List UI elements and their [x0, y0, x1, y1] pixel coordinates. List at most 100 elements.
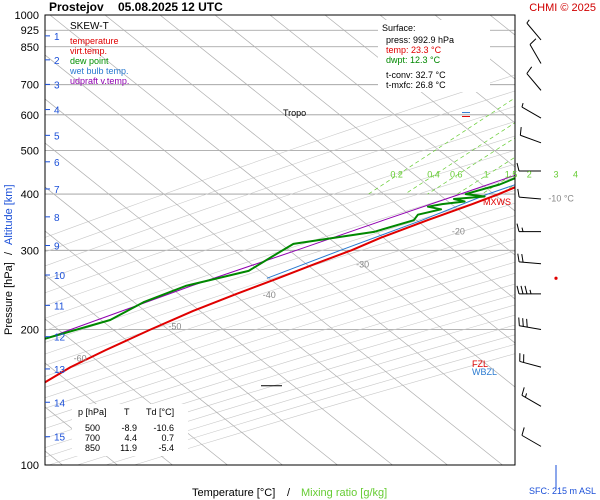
wind-barb-feather [524, 285, 528, 295]
surface-title: Surface: [382, 23, 416, 33]
surface-tmxfc: t-mxfc: 26.8 °C [386, 80, 446, 90]
wind-barb-half-feather [521, 227, 524, 232]
isotherm-label: -60 [74, 353, 87, 363]
isotherm-line [269, 15, 515, 212]
wind-barb-feather [529, 38, 537, 45]
isotherm-line [45, 362, 173, 465]
dry-adiabat [45, 190, 515, 343]
wind-barb-staff [519, 196, 542, 200]
wind-barb [517, 253, 542, 265]
level-table-header-td: Td [°C] [146, 407, 174, 417]
pressure-tick-label: 700 [21, 80, 39, 92]
wind-barb [516, 223, 541, 233]
dry-adiabat [45, 202, 515, 355]
dry-adiabat [45, 283, 515, 429]
level-table-cell: 500 [85, 423, 100, 433]
y-axis-title-separator: / [3, 251, 15, 255]
altitude-tick-label: 9 [54, 242, 60, 253]
isotherm-line [49, 15, 515, 388]
isotherm-line [214, 15, 515, 256]
pressure-tick-label: 600 [21, 110, 39, 122]
temperature-line [45, 186, 515, 394]
pressure-tick-label: 200 [21, 325, 39, 337]
wind-barb-feather [516, 223, 520, 232]
altitude-tick-label: 1 [54, 32, 60, 43]
wind-barb-staff [521, 434, 542, 447]
dry-adiabat [45, 135, 515, 294]
mixing-ratio-label: 1 [484, 169, 489, 179]
wind-barb-half-feather [521, 103, 524, 108]
altitude-tick-label: 10 [54, 271, 66, 282]
surface-temperature: temp: 23.3 °C [386, 45, 442, 55]
fzl-label: FZL [472, 359, 488, 369]
isotherm-line [45, 98, 503, 465]
mixing-ratio-label: 2 [527, 169, 532, 179]
level-table-cell: 4.4 [124, 433, 137, 443]
sfc-label: SFC: 215 m ASL [529, 486, 596, 496]
isotherm-line [45, 186, 393, 465]
pressure-tick-label: 850 [21, 42, 39, 54]
level-table: p [hPa] T Td [°C] 500 -8.9 -10.6 700 4.4… [72, 404, 188, 456]
isotherm-line [45, 142, 448, 465]
dry-adiabat [45, 215, 515, 366]
altitude-tick-label: 4 [54, 106, 60, 117]
altitude-tick-label: 3 [54, 80, 60, 91]
wind-barbs [516, 19, 542, 447]
surface-info: Surface: press: 992.9 hPa temp: 23.3 °C … [378, 20, 490, 92]
level-table-cell: 0.7 [161, 433, 174, 443]
mixing-ratio-label: 3 [553, 169, 558, 179]
x-axis-title-temperature: Temperature [°C] [192, 487, 275, 499]
legend-item: dew point [70, 56, 109, 66]
dry-adiabat [45, 272, 515, 419]
plot-frame [44, 14, 516, 466]
surface-dewpoint: dwpt: 12.3 °C [386, 55, 441, 65]
y-axis-title-pressure: Pressure [hPa] [3, 262, 15, 335]
wind-barb-half-feather [526, 19, 530, 24]
wind-barb-half-feather [524, 393, 528, 398]
altitude-tick-label: 14 [54, 398, 66, 409]
datetime: 05.08.2025 12 UTC [118, 0, 223, 14]
wind-barb-staff [526, 22, 542, 41]
isotherm-label: -20 [452, 227, 465, 237]
profile-curves [45, 174, 515, 394]
mxws-label: MXWS [483, 197, 511, 207]
pressure-tick-label: 500 [21, 145, 39, 157]
mixing-ratio-label: 0.4 [427, 169, 440, 179]
x-axis-title-separator: / [287, 487, 291, 499]
legend-item: udpraft v.temp. [70, 76, 129, 86]
altitude-tick-label: 15 [54, 433, 66, 444]
wind-barb-feather [521, 253, 524, 263]
dry-adiabat [45, 177, 515, 331]
mixing-ratio-line [368, 97, 515, 195]
wind-barb-feather [517, 253, 520, 262]
annotations: 0.20.40.611.523468101214172025-80 °C-70-… [74, 112, 578, 490]
isotherm-line [45, 54, 515, 432]
level-table-cell: 850 [85, 443, 100, 453]
isotherm-label: -40 [263, 290, 276, 300]
wet-bulb-line [266, 184, 515, 279]
wind-barb [519, 353, 542, 368]
dry-adiabat [45, 227, 515, 377]
isotherm-label: -50 [168, 322, 181, 332]
dry-adiabat [45, 121, 515, 280]
wind-barb-feather [516, 285, 520, 295]
wind-barb [516, 285, 541, 295]
dry-adiabat [45, 163, 515, 319]
x-axis-title-mixing: Mixing ratio [g/kg] [301, 487, 387, 499]
mixing-ratio-line [427, 137, 515, 195]
pressure-tick-label: 1000 [15, 10, 39, 22]
wind-barb-feather [519, 127, 522, 136]
chart-title: SKEW-T [70, 21, 109, 32]
level-table-cell: 11.9 [120, 443, 137, 453]
dry-adiabat [45, 90, 515, 253]
pressure-tick-label: 400 [21, 189, 39, 201]
wind-barb-staff [520, 134, 542, 144]
mixing-ratio-label: 4 [573, 169, 578, 179]
wind-barb [521, 103, 542, 119]
altitude-tick-label: 5 [54, 131, 60, 142]
mixing-ratio-label: 1.5 [505, 169, 518, 179]
altitude-tick-label: 7 [54, 185, 60, 196]
dew-point-line [45, 177, 515, 340]
